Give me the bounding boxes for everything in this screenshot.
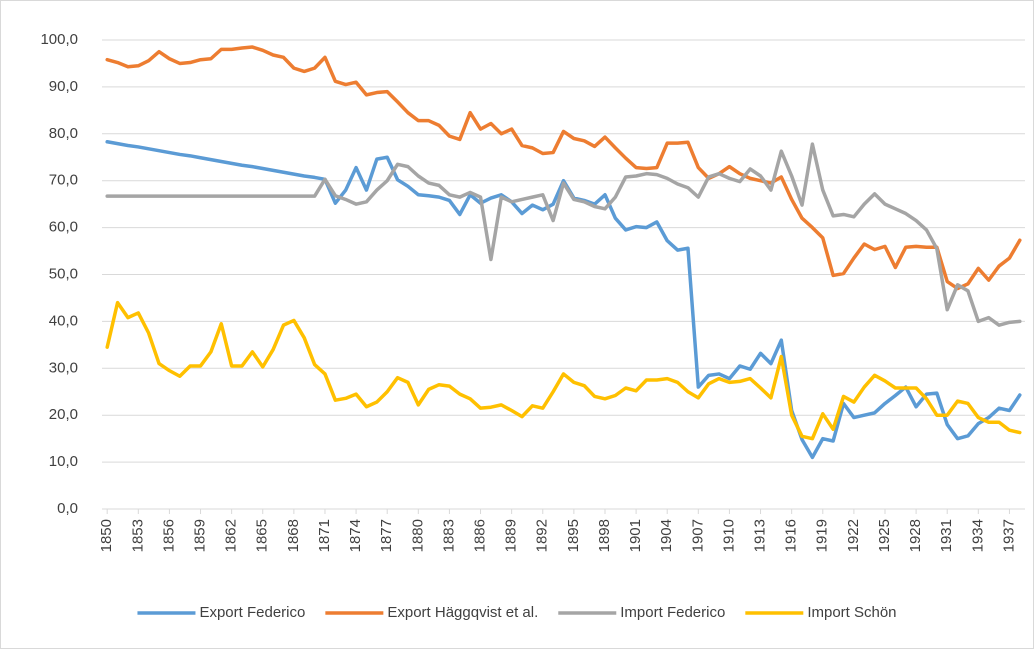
y-tick-label: 70,0 [49,172,78,189]
x-tick-label: 1922 [845,519,862,552]
x-tick-label: 1850 [98,519,115,552]
y-tick-label: 60,0 [49,219,78,236]
y-tick-label: 30,0 [49,359,78,376]
x-tick-label: 1925 [876,519,893,552]
x-tick-label: 1910 [720,519,737,552]
x-tick-label: 1883 [440,519,457,552]
x-tick-label: 1874 [347,519,364,552]
legend-label: Import Federico [620,604,725,621]
x-tick-label: 1862 [223,519,240,552]
x-tick-label: 1913 [752,519,769,552]
y-tick-label: 40,0 [49,312,78,329]
series-line [105,45,1022,291]
x-tick-label: 1877 [378,519,395,552]
x-tick-label: 1931 [938,519,955,552]
y-tick-label: 0,0 [57,500,78,517]
y-tick-label: 100,0 [40,31,78,48]
x-tick-label: 1898 [596,519,613,552]
y-tick-label: 90,0 [49,78,78,95]
x-tick-label: 1934 [969,519,986,552]
x-tick-label: 1871 [316,519,333,552]
y-tick-label: 80,0 [49,125,78,142]
y-tick-label: 20,0 [49,406,78,423]
x-tick-label: 1865 [254,519,271,552]
x-tick-label: 1901 [627,519,644,552]
x-tick-label: 1907 [689,519,706,552]
x-tick-label: 1886 [472,519,489,552]
x-tick-label: 1928 [907,519,924,552]
legend-label: Import Schön [807,604,896,621]
legend-label: Export Häggqvist et al. [387,604,538,621]
x-tick-label: 1880 [409,519,426,552]
x-tick-label: 1856 [160,519,177,552]
x-tick-label: 1937 [1000,519,1017,552]
x-tick-label: 1868 [285,519,302,552]
y-tick-label: 50,0 [49,265,78,282]
series-line [105,300,1022,441]
legend-label: Export Federico [199,604,305,621]
y-tick-label: 10,0 [49,453,78,470]
x-tick-label: 1859 [191,519,208,552]
series-line [105,142,1022,327]
x-tick-label: 1904 [658,519,675,552]
x-tick-label: 1916 [783,519,800,552]
x-tick-label: 1892 [534,519,551,552]
x-tick-label: 1919 [814,519,831,552]
x-tick-label: 1853 [129,519,146,552]
x-tick-label: 1895 [565,519,582,552]
x-tick-label: 1889 [503,519,520,552]
series-line [105,140,1022,460]
